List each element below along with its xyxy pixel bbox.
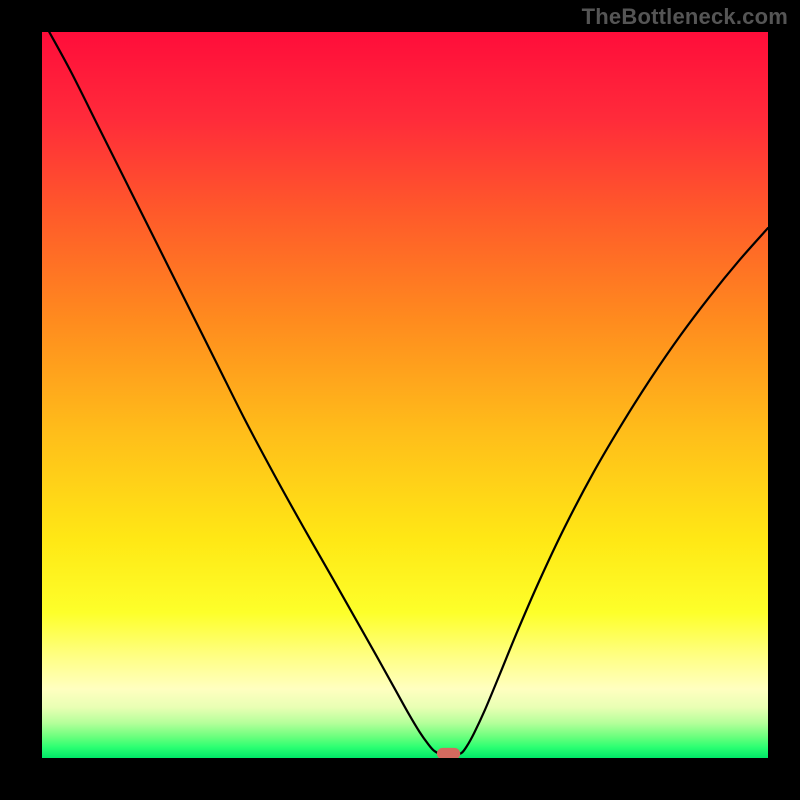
chart-container: TheBottleneck.com (0, 0, 800, 800)
bottleneck-chart (0, 0, 800, 800)
minimum-marker (437, 748, 460, 760)
plot-background-gradient (42, 32, 768, 758)
